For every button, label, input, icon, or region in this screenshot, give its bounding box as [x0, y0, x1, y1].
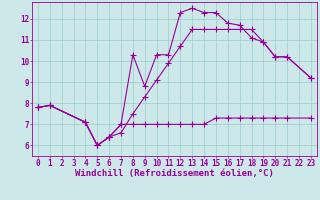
X-axis label: Windchill (Refroidissement éolien,°C): Windchill (Refroidissement éolien,°C) [75, 169, 274, 178]
